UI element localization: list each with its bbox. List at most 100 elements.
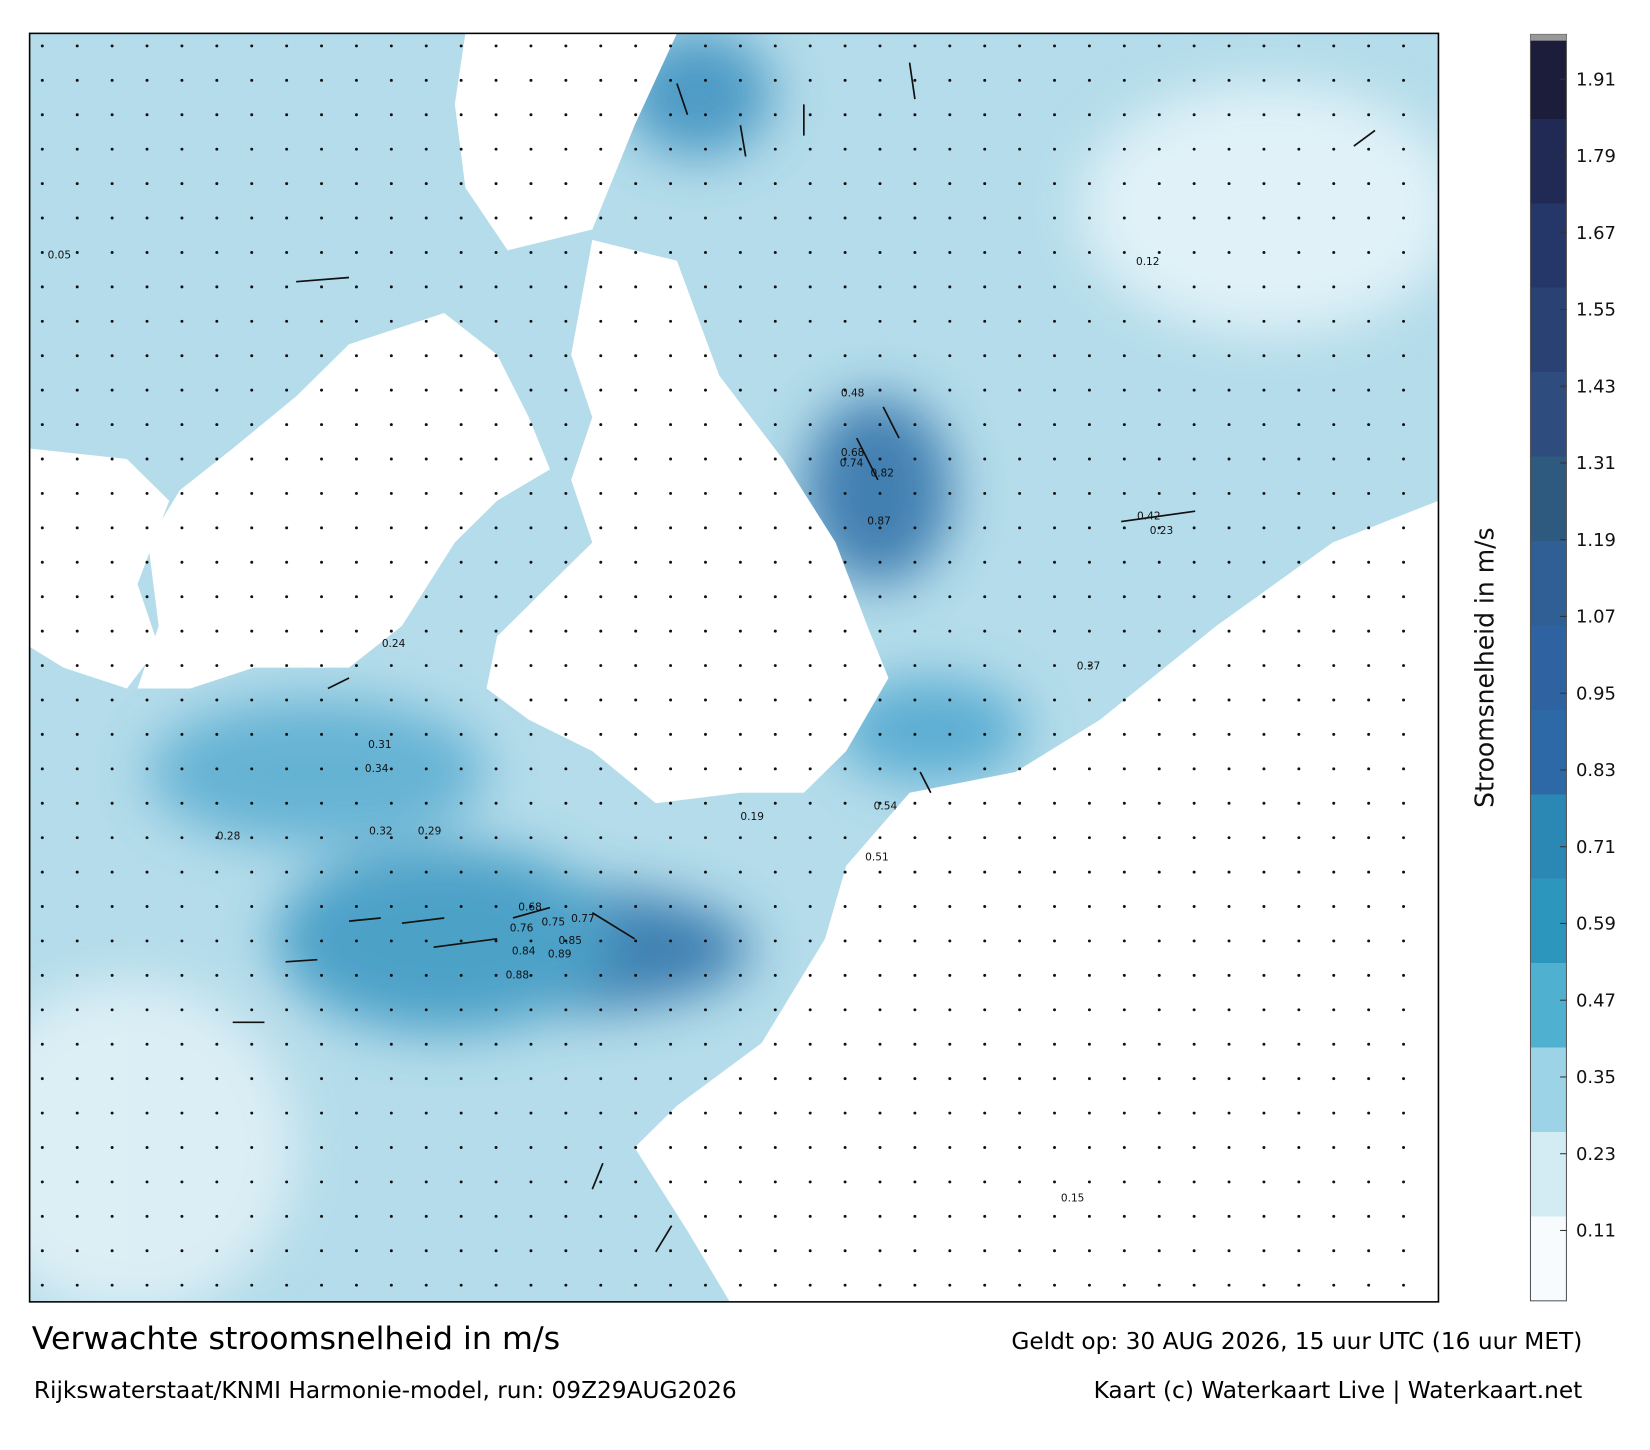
speed-label: 0.82 [870,468,894,480]
grid-dot [843,250,847,254]
grid-dot [1157,664,1161,667]
grid-dot [1227,973,1231,977]
grid-dot [704,905,707,908]
grid-dot [354,1042,358,1046]
grid-dot [424,354,428,358]
grid-dot [215,423,219,427]
speed-label: 0.77 [571,913,595,925]
grid-dot [320,319,324,323]
grid-dot [1018,560,1022,564]
grid-dot [808,388,812,392]
grid-dot [1262,182,1266,186]
grid-dot [669,44,673,48]
current-arrow [908,62,916,100]
grid-dot [389,1146,393,1149]
grid-dot [599,629,603,633]
grid-dot [459,698,463,702]
grid-dot [704,1111,707,1115]
speed-label: 0.28 [217,831,241,843]
grid-dot [599,1180,603,1184]
grid-dot [494,870,498,874]
grid-dot [1192,732,1196,736]
grid-dot [1192,354,1196,358]
grid-dot [738,147,742,151]
grid-dot [913,285,917,289]
grid-dot [1087,113,1091,117]
grid-dot [1087,182,1091,186]
grid-dot [1297,1111,1301,1115]
grid-dot [285,1008,289,1012]
grid-dot [808,1249,812,1253]
grid-dot [389,973,393,977]
grid-dot [250,285,254,289]
grid-dot [389,1283,393,1287]
grid-dot [1332,113,1336,117]
grid-dot [145,182,149,186]
grid-dot [983,629,987,633]
grid-dot [1018,44,1022,48]
grid-dot [913,250,917,254]
grid-dot [634,836,638,840]
grid-dot [250,664,254,667]
grid-dot [843,664,847,667]
grid-dot [1192,1008,1196,1012]
grid-dot [1122,629,1126,633]
grid-dot [843,870,847,874]
grid-dot [40,732,44,736]
grid-dot [948,973,952,977]
grid-dot [424,560,428,564]
grid-dot [529,664,533,667]
grid-dot [494,526,498,530]
grid-dot [320,285,324,289]
grid-dot [669,767,673,771]
grid-dot [529,457,533,461]
grid-dot [1053,457,1056,461]
grid-dot [1262,1077,1266,1081]
grid-dot [878,905,882,908]
grid-dot [354,1214,358,1218]
grid-dot [1402,1249,1406,1253]
grid-dot [110,767,114,771]
grid-dot [704,1249,707,1253]
grid-dot [1053,870,1056,874]
subtitle: Rijkswaterstaat/KNMI Harmonie-model, run… [34,1378,737,1404]
grid-dot [145,629,149,633]
grid-dot [843,1180,847,1184]
grid-dot [983,526,987,530]
grid-dot [1122,526,1126,530]
grid-dot [1122,44,1126,48]
grid-dot [599,767,603,771]
grid-dot [599,1283,603,1287]
grid-dot [354,1077,358,1081]
grid-dot [1157,1008,1161,1012]
grid-dot [704,732,707,736]
grid-dot [529,423,533,427]
grid-dot [1332,732,1336,736]
grid-dot [1192,147,1196,151]
grid-dot [529,285,533,289]
grid-dot [145,836,149,840]
grid-dot [1297,457,1301,461]
grid-dot [424,629,428,633]
grid-dot [354,113,358,117]
grid-dot [180,905,184,908]
grid-dot [424,698,428,702]
grid-dot [1227,78,1231,82]
speed-label: 0.48 [841,387,865,399]
grid-dot [669,1180,673,1184]
grid-dot [1087,354,1091,358]
grid-dot [738,250,742,254]
grid-dot [1367,732,1371,736]
grid-dot [494,1214,498,1218]
grid-dot [704,526,707,530]
grid-dot [773,182,777,186]
grid-dot [1018,732,1022,736]
grid-dot [913,698,917,702]
grid-dot [983,1180,987,1184]
grid-dot [250,801,254,805]
grid-dot [913,664,917,667]
grid-dot [1122,285,1126,289]
grid-dot [215,629,219,633]
speed-label: 0.42 [1137,511,1161,523]
grid-dot [110,905,114,908]
